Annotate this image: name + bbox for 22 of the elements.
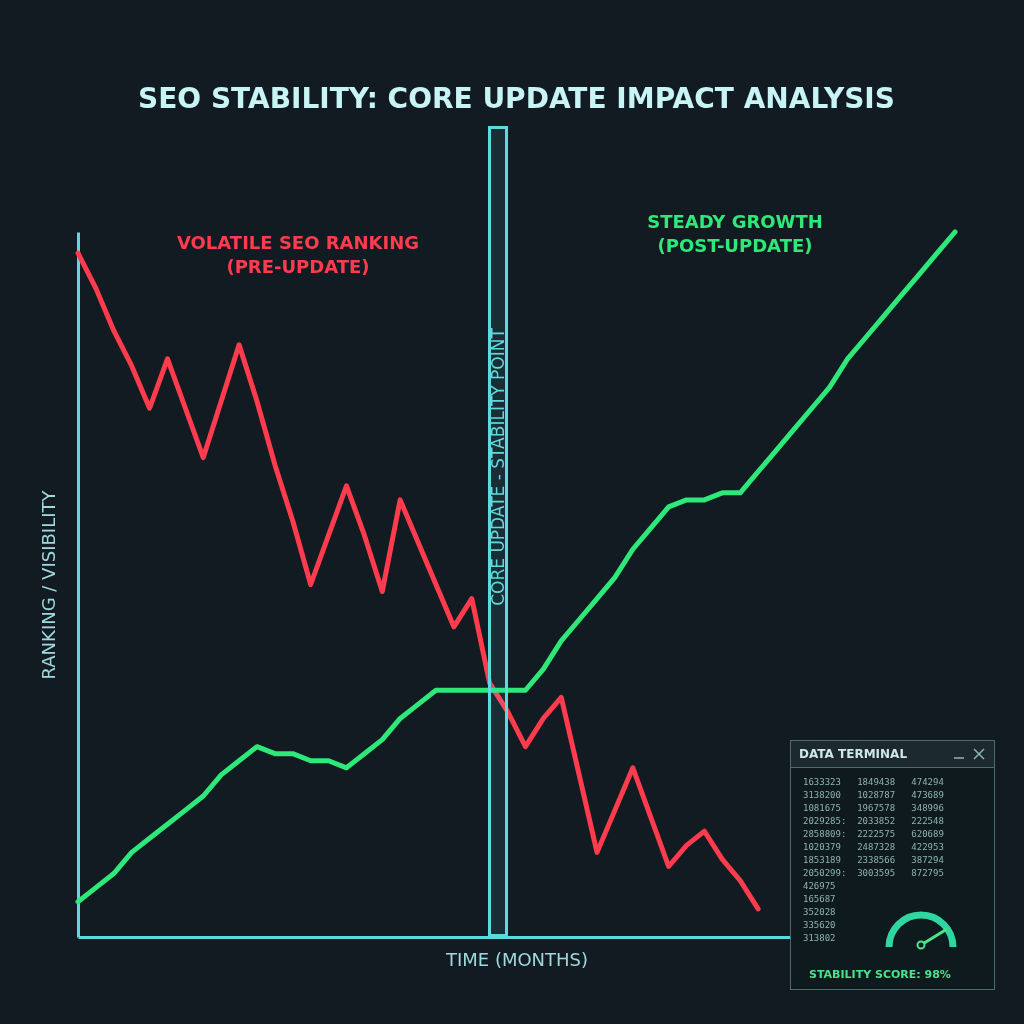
annotation: 1853189 2338566 387294	[803, 854, 945, 867]
text: STEADY GROWTH (POST-UPDATE)	[647, 211, 823, 256]
annotation: 1081675 1967578 348996	[803, 802, 945, 815]
y-axis-title: RANKING / VISIBILITY	[37, 489, 59, 680]
annotation: 1633323 1849438 474294	[803, 776, 945, 789]
annotation: CORE UPDATE - STABILITY POINT	[488, 328, 508, 606]
chart-title: SEO STABILITY: CORE UPDATE IMPACT ANALYSIS	[138, 82, 895, 115]
annotation: 2858809: 2222575 620689	[803, 828, 945, 841]
text: VOLATILE SEO RANKING (PRE-UPDATE)	[176, 232, 420, 278]
annotation: 3138200 1028787 473689	[803, 789, 945, 802]
annotation: 335620	[803, 919, 837, 932]
annotation: 352028	[803, 906, 837, 919]
annotation: 1020379 2487328 422953	[803, 841, 945, 854]
text: DATA TERMINAL	[791, 741, 994, 768]
annotation: 2050299: 3003595 872795	[803, 867, 945, 880]
annotation: 313802	[803, 932, 837, 945]
annotation: 2029285: 2033852 222548	[803, 815, 945, 828]
text: STABILITY SCORE: 98%	[809, 968, 951, 981]
x-axis-title: TIME (MONTHS)	[444, 948, 589, 970]
annotation: 426975	[803, 880, 837, 893]
update-divider-frame: CORE UPDATE - STABILITY POINT	[488, 126, 508, 937]
annotation: 165687	[803, 893, 837, 906]
